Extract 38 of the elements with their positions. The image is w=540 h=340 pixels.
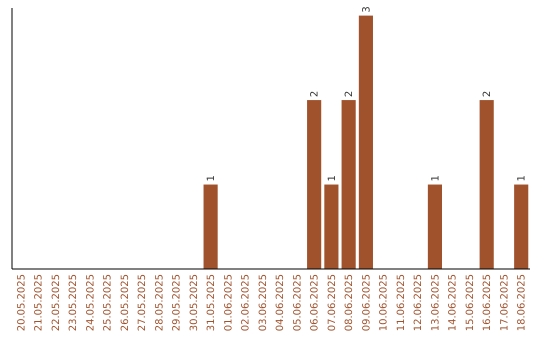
data-label: 3 xyxy=(361,6,372,13)
x-tick-label: 23.05.2025 xyxy=(68,274,80,332)
x-tick-label: 08.06.2025 xyxy=(344,274,356,332)
x-tick-label: 18.06.2025 xyxy=(516,274,528,332)
x-tick-label: 16.06.2025 xyxy=(482,274,494,332)
x-tick-label: 06.06.2025 xyxy=(310,274,321,332)
data-label: 2 xyxy=(310,90,321,98)
x-tick-label: 17.06.2025 xyxy=(499,274,510,332)
x-tick-label: 09.06.2025 xyxy=(361,274,372,332)
x-tick-label: 05.06.2025 xyxy=(292,274,304,332)
x-tick-label: 12.06.2025 xyxy=(413,274,424,332)
x-tick-label: 26.05.2025 xyxy=(120,274,131,332)
x-tick-label: 27.05.2025 xyxy=(137,274,148,332)
x-tick-label: 20.05.2025 xyxy=(16,274,28,332)
x-tick-label: 11.06.2025 xyxy=(396,274,407,332)
x-tick-label: 04.06.2025 xyxy=(275,274,286,332)
data-label: 2 xyxy=(344,90,356,98)
data-label: 1 xyxy=(206,175,218,182)
x-tick-label: 28.05.2025 xyxy=(154,274,166,332)
x-tick-label: 01.06.2025 xyxy=(223,274,234,332)
x-tick-label: 24.05.2025 xyxy=(85,274,96,332)
x-tick-label: 30.05.2025 xyxy=(188,274,200,332)
x-tick-label: 31.05.2025 xyxy=(206,274,218,332)
x-tick-label: 21.05.2025 xyxy=(34,274,45,332)
x-tick-label: 10.06.2025 xyxy=(378,274,390,332)
x-tick-label: 29.05.2025 xyxy=(172,274,183,332)
x-tick-label: 13.06.2025 xyxy=(430,274,442,332)
x-tick-label: 03.06.2025 xyxy=(258,274,269,332)
data-label: 1 xyxy=(326,175,338,182)
x-tick-label: 25.05.2025 xyxy=(102,274,114,332)
x-tick-label: 15.06.2025 xyxy=(464,274,476,332)
x-tick-label: 02.06.2025 xyxy=(240,274,252,332)
data-label: 1 xyxy=(430,175,442,182)
data-label: 2 xyxy=(482,90,494,98)
x-tick-label: 14.06.2025 xyxy=(448,274,459,332)
x-tick-label: 22.05.2025 xyxy=(50,274,62,332)
data-label: 1 xyxy=(516,175,528,182)
x-tick-label: 07.06.2025 xyxy=(326,274,338,332)
